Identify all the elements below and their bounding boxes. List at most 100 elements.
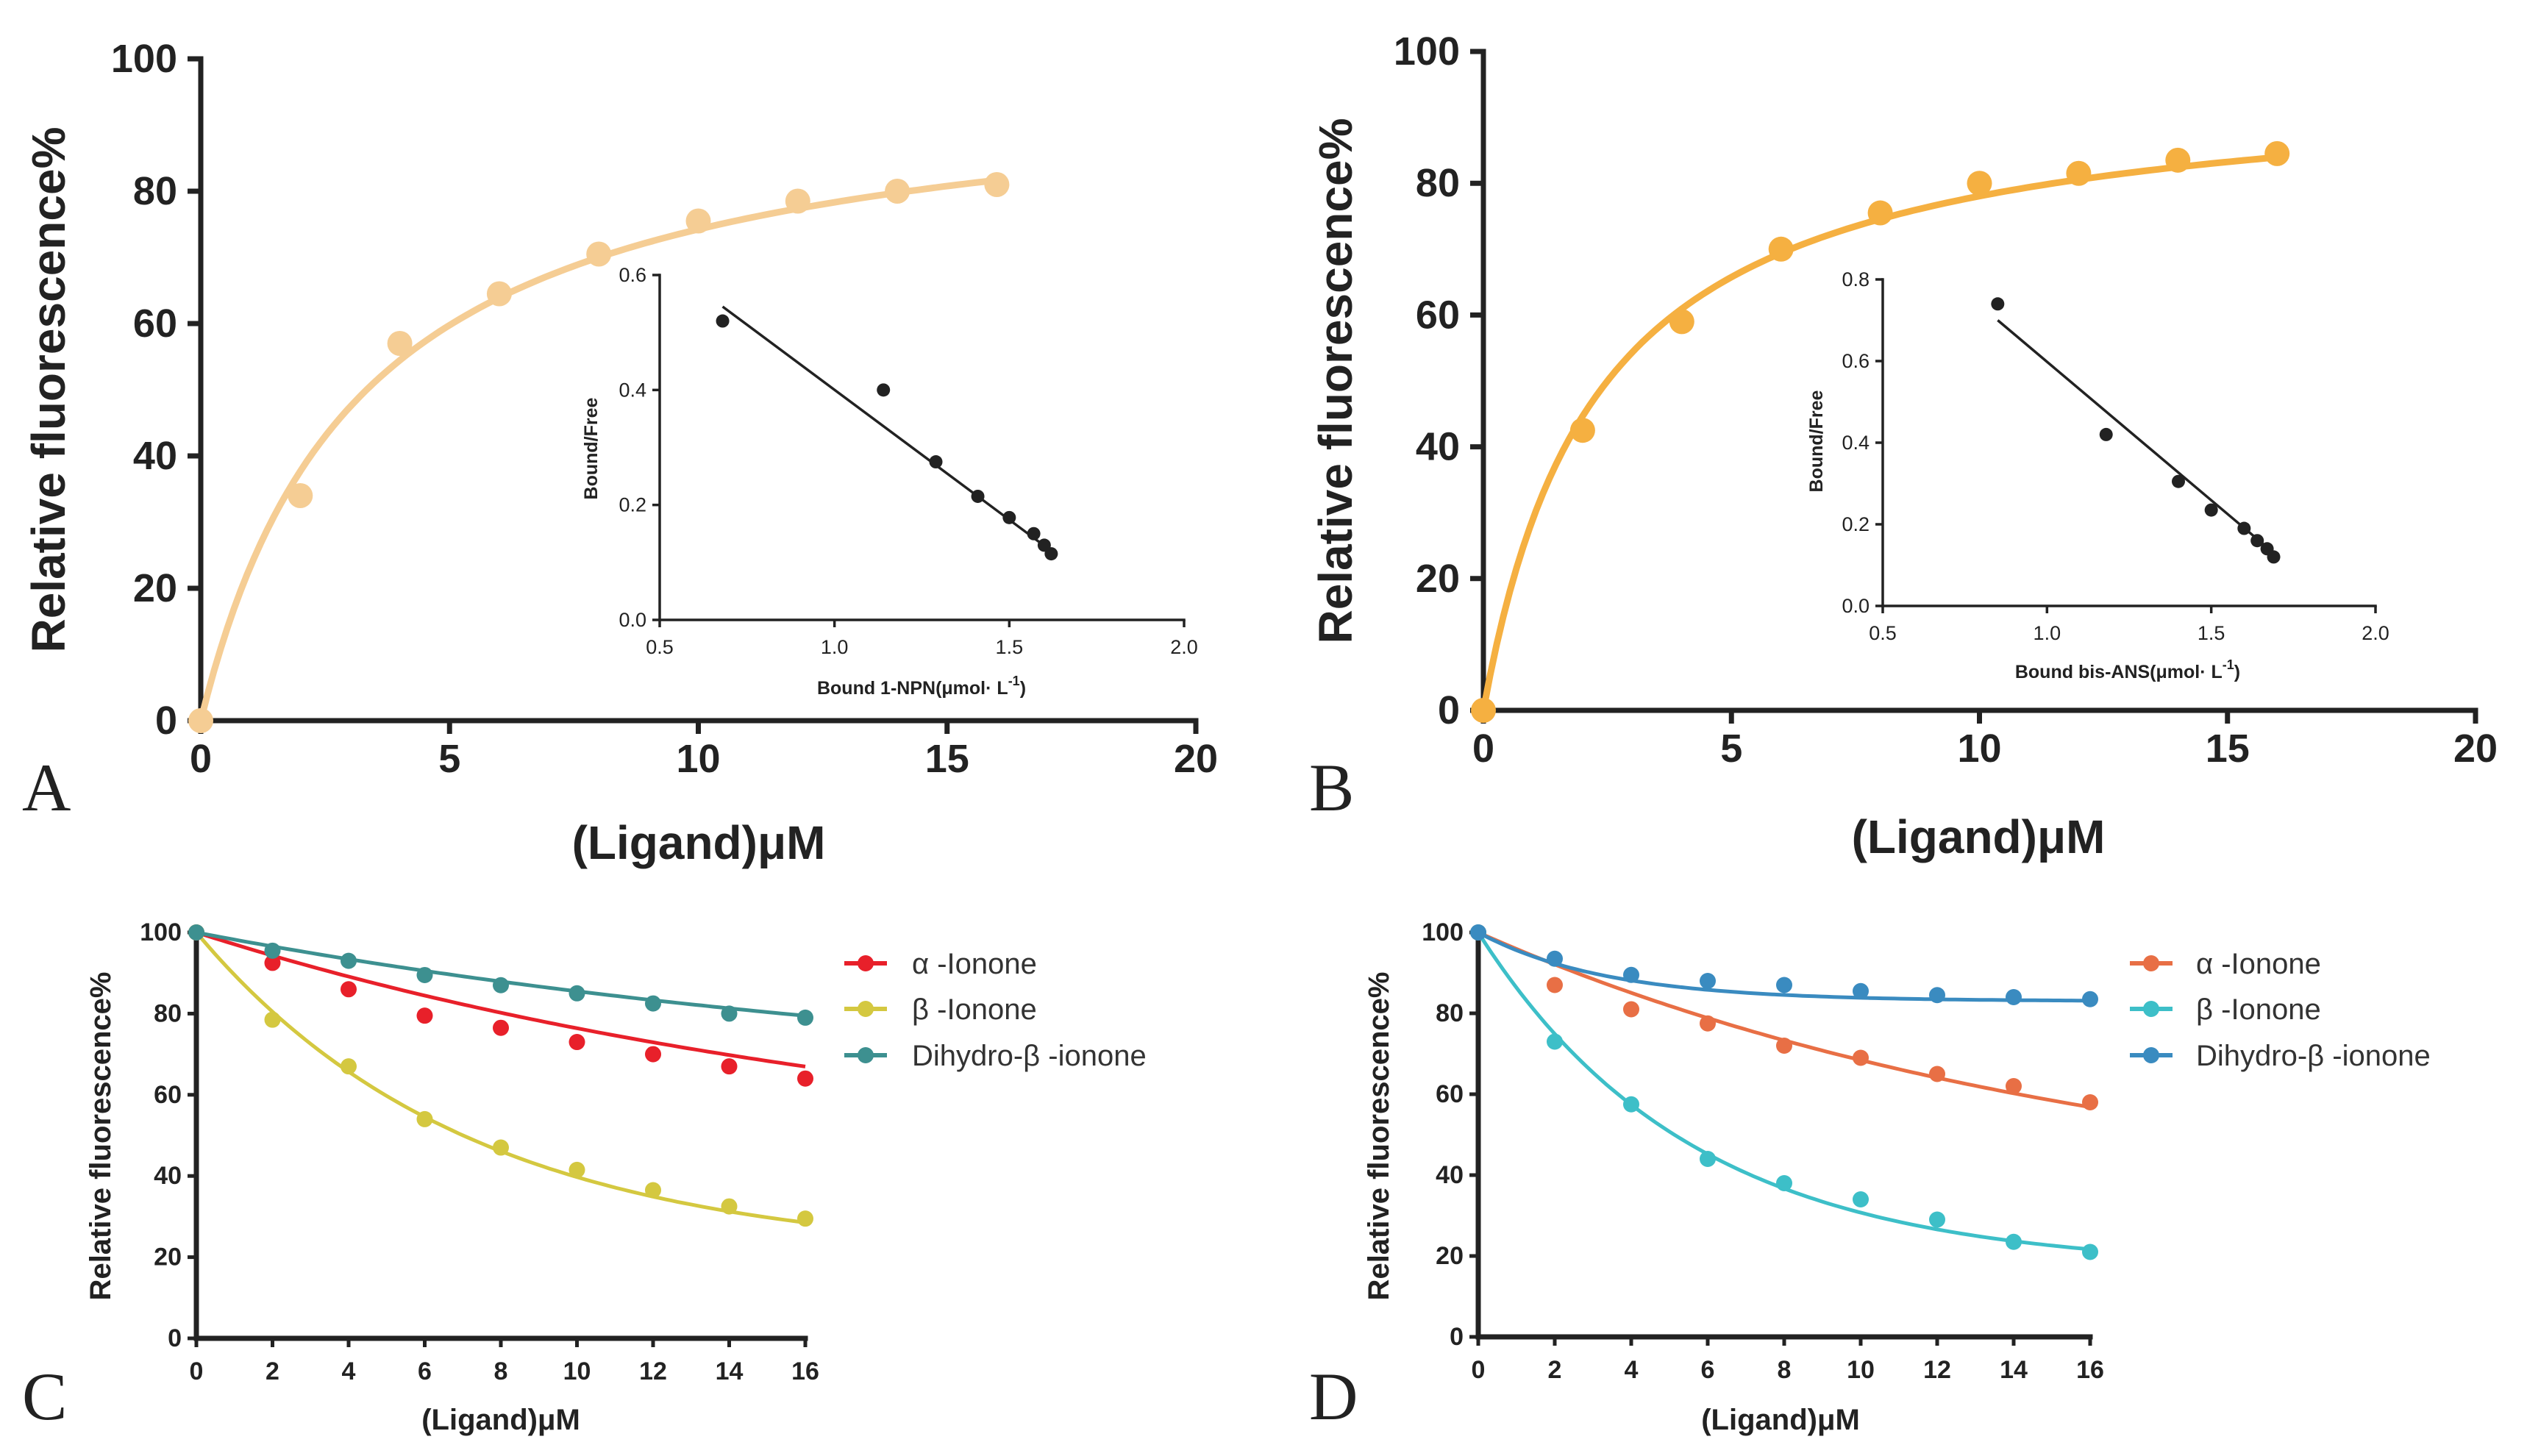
panel-b-x-label: (Ligand)μM <box>1852 810 2106 863</box>
panel-c-alpha-point-2 <box>341 981 357 998</box>
panel-a-inset-y-tick-label-0: 0.0 <box>619 609 646 631</box>
panel-b-point-3 <box>1768 236 1794 262</box>
panel-a-y-tick-label-0: 0 <box>155 699 177 743</box>
panel-a-inset-x-tick-label-2: 1.5 <box>996 636 1024 658</box>
panel-c-dihydro-point-3 <box>416 966 433 983</box>
panel-b-inset-y-tick-label-3: 0.6 <box>1842 350 1870 372</box>
panel-b-inset-point-2 <box>2172 474 2185 488</box>
panel-d-y-label: Relative fluorescence% <box>1363 972 1395 1301</box>
panel-a-inset: 0.0 0.2 0.4 0.6 0.5 1.0 1.5 2.0 Bound 1-NPN(μm… <box>581 264 1198 699</box>
panel-a-x-tick-label-0: 0 <box>190 737 212 781</box>
panel-b-inset-x-label: Bound bis-ANS(μmol· L-1) <box>2015 657 2240 682</box>
panel-c-beta-point-3 <box>416 1110 433 1127</box>
panel-b-inset-x-tick-label-1: 1.0 <box>2034 622 2061 644</box>
panel-c-dihydro-point-7 <box>721 1005 738 1022</box>
panel-a-inset-y-tick-label-1: 0.2 <box>619 494 646 516</box>
panel-d-beta-point-7 <box>2006 1233 2022 1250</box>
panel-b-point-1 <box>1569 418 1595 443</box>
panel-d-y-tick-label-1: 20 <box>1436 1242 1464 1270</box>
panel-b-y-tick-label-5: 100 <box>1394 29 1460 74</box>
panel-a-y-ticks: 0 20 40 60 80 100 <box>111 37 201 743</box>
panel-c-x-tick-label-5: 10 <box>563 1357 591 1385</box>
panel-c-beta-point-2 <box>341 1058 357 1075</box>
panel-a-x-tick-label-3: 15 <box>925 737 969 781</box>
panel-c-y-tick-label-0: 0 <box>168 1324 182 1352</box>
panel-d-alpha-point-3 <box>1700 1015 1716 1032</box>
panel-c-legend-label-beta: β -Ionone <box>912 993 1037 1026</box>
panel-a-point-0 <box>188 708 213 733</box>
panel-c-x-tick-label-3: 6 <box>418 1357 432 1385</box>
panel-b: B 0 20 40 60 80 100 0 5 10 15 20 (Ligand)μM Relat… <box>1309 29 2498 863</box>
panel-c-alpha-point-1 <box>264 954 281 971</box>
panel-b-y-ticks: 0 20 40 60 80 100 <box>1394 29 1483 732</box>
panel-c-alpha-point-5 <box>569 1034 585 1051</box>
panel-c-dihydro-point-4 <box>493 977 509 993</box>
panel-a-x-tick-label-4: 20 <box>1174 737 1218 781</box>
panel-a-inset-point-4 <box>1002 510 1016 524</box>
panel-b-y-tick-label-3: 60 <box>1416 293 1460 337</box>
panel-b-inset-point-4 <box>2237 521 2251 535</box>
panel-a-x-tick-label-1: 5 <box>438 737 460 781</box>
panel-a-point-7 <box>885 179 910 204</box>
panel-c-x-tick-label-7: 14 <box>716 1357 744 1385</box>
panel-d-x-tick-label-3: 6 <box>1701 1356 1715 1384</box>
panel-c-series <box>188 924 813 1227</box>
panel-c-x-tick-label-1: 2 <box>265 1357 279 1385</box>
panel-a-inset-point-5 <box>1027 527 1041 540</box>
panel-d-beta-point-5 <box>1853 1191 1869 1207</box>
panel-c-legend-label-dihydro: Dihydro-β -ionone <box>912 1040 1147 1072</box>
panel-a-letter: A <box>22 750 71 825</box>
panel-d-x-tick-label-6: 12 <box>1923 1356 1951 1384</box>
panel-c-alpha-point-3 <box>416 1007 433 1024</box>
panel-c-beta-point-5 <box>569 1161 585 1178</box>
panel-b-x-tick-label-2: 10 <box>1957 727 2001 771</box>
panel-a-x-tick-label-2: 10 <box>676 737 720 781</box>
panel-d-dihydro-point-7 <box>2006 989 2022 1005</box>
panel-a-inset-point-1 <box>877 383 891 397</box>
panel-b-x-tick-label-4: 20 <box>2453 727 2498 771</box>
panel-a-inset-point-0 <box>716 314 730 328</box>
panel-c-y-tick-label-3: 60 <box>154 1081 182 1109</box>
panel-b-points <box>1471 140 2290 723</box>
panel-b-x-tick-label-3: 15 <box>2206 727 2250 771</box>
panel-d-alpha-fit-curve <box>1477 930 2091 1110</box>
panel-b-point-8 <box>2264 140 2290 166</box>
panel-d-legend-marker-alpha <box>2143 955 2159 971</box>
panel-b-inset: 0.0 0.2 0.4 0.6 0.8 0.5 1.0 1.5 2.0 Bound bis-A… <box>1806 268 2389 682</box>
panel-c-alpha-point-6 <box>645 1046 661 1063</box>
panel-c-legend-marker-dihydro <box>858 1047 874 1063</box>
panel-a-point-8 <box>984 172 1010 197</box>
panel-b-inset-point-0 <box>1991 297 2005 311</box>
panel-d-dihydro-point-3 <box>1700 973 1716 989</box>
panel-b-letter: B <box>1309 750 1354 825</box>
panel-c-letter: C <box>22 1359 67 1434</box>
panel-a-point-3 <box>486 281 512 307</box>
panel-a-y-tick-label-2: 40 <box>133 434 177 478</box>
panel-b-inset-point-3 <box>2204 503 2218 517</box>
panel-d-legend-label-beta: β -Ionone <box>2196 993 2321 1026</box>
panel-b-inset-point-1 <box>2099 427 2113 441</box>
panel-c-x-tick-label-8: 16 <box>791 1357 819 1385</box>
panel-b-inset-x-tick-label-3: 2.0 <box>2362 622 2389 644</box>
panel-d-dihydro-point-5 <box>1853 982 1869 999</box>
panel-c-dihydro-point-8 <box>797 1009 813 1026</box>
panel-c-y-tick-label-4: 80 <box>154 999 182 1027</box>
panel-b-inset-y-tick-label-2: 0.4 <box>1842 432 1870 454</box>
panel-d-beta-point-1 <box>1547 1033 1563 1050</box>
panel-b-inset-y-label: Bound/Free <box>1806 390 1827 492</box>
panel-c-x-ticks: 0 2 4 6 8 10 12 14 16 <box>190 1338 819 1385</box>
panel-d-x-tick-label-7: 14 <box>2000 1356 2028 1384</box>
panel-d-y-tick-label-2: 40 <box>1436 1161 1464 1189</box>
panel-d-alpha-point-8 <box>2082 1094 2098 1110</box>
panel-a-points <box>188 172 1010 733</box>
panel-c-dihydro-point-1 <box>264 942 281 959</box>
panel-d-series <box>1470 924 2098 1260</box>
panel-c-dihydro-point-2 <box>341 952 357 969</box>
panel-a-y-tick-label-5: 100 <box>111 37 177 81</box>
panel-b-y-label: Relative fluorescence% <box>1309 118 1362 644</box>
panel-c-legend-marker-beta <box>858 1001 874 1017</box>
panel-c-legend-marker-alpha <box>858 955 874 971</box>
panel-d-y-tick-label-4: 80 <box>1436 999 1464 1027</box>
panel-c-y-tick-label-2: 40 <box>154 1162 182 1190</box>
